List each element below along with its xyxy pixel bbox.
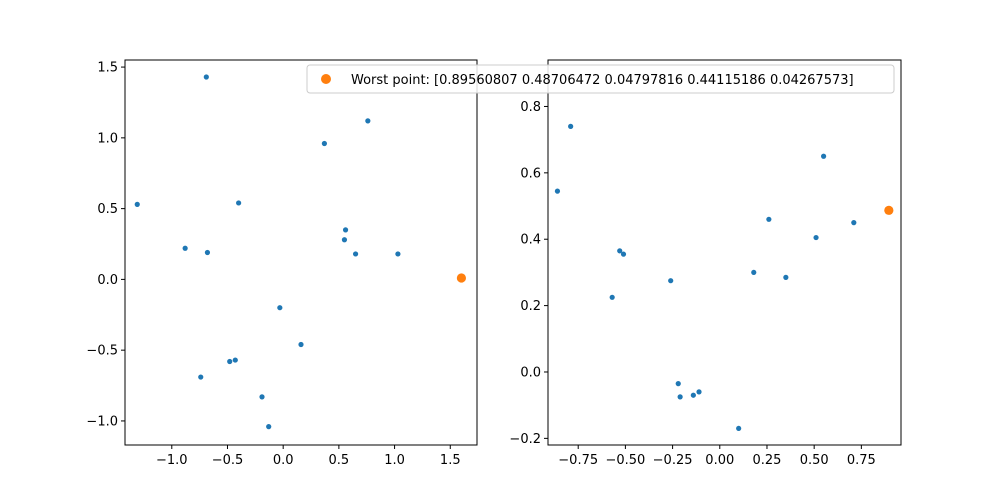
left-series-0-point-15: [198, 374, 204, 380]
left-series-0-point-14: [232, 357, 238, 363]
right-series-0-point-3: [617, 248, 623, 254]
left-series-0-point-7: [342, 227, 349, 233]
right-series-0-point-13: [783, 274, 789, 280]
right-series-1-point-0: [884, 205, 894, 215]
right-y-tick-label-5: 0.8: [520, 100, 541, 115]
left-series-0-point-5: [321, 140, 327, 147]
right-y-tick-label-2: 0.2: [520, 299, 541, 314]
legend-label: Worst point: [0.89560807 0.48706472 0.04…: [351, 73, 854, 88]
left-y-tick-label-3: 0.5: [97, 202, 118, 217]
left-plot-frame: [124, 59, 478, 446]
right-x-tick-label-5: 0.50: [800, 453, 829, 468]
right-x-tick-label-2: −0.25: [653, 453, 693, 468]
right-scatter-plot: −0.75 −0.50 −0.25 0.00 0.25 0.50 0.75 −0.2 0.0 0.…: [509, 59, 902, 468]
right-series-0-point-6: [675, 381, 681, 387]
left-y-tick-label-0: −1.0: [86, 414, 118, 429]
right-series-0-point-10: [736, 425, 742, 432]
right-series-0-point-16: [851, 220, 857, 226]
legend: Worst point: [0.89560807 0.48706472 0.04…: [306, 64, 895, 94]
left-series-0-point-10: [395, 251, 401, 257]
right-series-0-point-5: [668, 278, 674, 284]
right-series-0-point-12: [766, 216, 772, 222]
left-y-tick-label-1: −0.5: [86, 344, 118, 359]
left-y-tick-label-4: 1.0: [97, 131, 118, 146]
left-series-0-point-3: [204, 249, 211, 256]
right-series-0-point-2: [609, 294, 615, 300]
right-y-tick-label-3: 0.4: [520, 233, 541, 248]
left-x-tick-label-4: 1.0: [384, 453, 405, 468]
legend-marker: [321, 74, 331, 84]
left-x-tick-label-0: −1.0: [156, 453, 188, 468]
left-series-0-point-4: [236, 200, 242, 206]
right-plot-frame: [547, 59, 902, 446]
right-y-tick-label-0: −0.2: [509, 432, 541, 447]
left-series-0-point-13: [227, 358, 233, 365]
right-series-0-point-0: [554, 188, 561, 194]
left-series-1-point-0: [456, 273, 467, 283]
left-x-tick-label-2: 0.0: [273, 453, 294, 468]
left-y-tick-label-2: 0.0: [97, 273, 118, 288]
legend-box: [306, 64, 895, 94]
left-series-0-point-2: [182, 245, 188, 251]
left-series-0-point-1: [203, 74, 209, 80]
right-series-0-point-1: [568, 123, 574, 129]
left-series-0-point-6: [365, 118, 371, 124]
left-series-0-point-0: [134, 201, 140, 207]
left-series-0-point-8: [341, 237, 348, 243]
left-x-tick-label-3: 0.5: [329, 453, 350, 468]
left-y-tick-label-5: 1.5: [97, 61, 118, 76]
right-series-0-point-14: [813, 234, 819, 241]
right-series-0-point-8: [690, 392, 696, 398]
right-x-tick-label-4: 0.25: [752, 453, 781, 468]
right-series-0-point-4: [620, 251, 627, 257]
right-series-0-point-15: [821, 153, 827, 159]
left-scatter-plot: −1.0 −0.5 0.0 0.5 1.0 1.5 −1.0 −0.5 0.0 0.5 1.0 1.5: [86, 59, 478, 468]
right-x-tick-label-1: −0.50: [605, 453, 645, 468]
left-x-tick-label-5: 1.5: [440, 453, 461, 468]
left-series-0-point-16: [259, 394, 265, 400]
left-series-0-point-11: [277, 305, 283, 311]
right-series-0-point-11: [751, 269, 757, 276]
left-series-0-point-12: [298, 341, 304, 348]
right-x-tick-label-3: 0.00: [705, 453, 734, 468]
right-series-0-point-9: [696, 389, 702, 395]
left-series-0-point-9: [352, 251, 359, 257]
left-x-tick-label-1: −0.5: [212, 453, 244, 468]
right-y-tick-label-1: 0.0: [520, 365, 541, 380]
right-x-tick-label-6: 0.75: [847, 453, 876, 468]
right-y-tick-label-4: 0.6: [520, 166, 541, 181]
right-series-0-point-7: [677, 394, 683, 400]
right-x-tick-label-0: −0.75: [558, 453, 598, 468]
left-series-0-point-17: [266, 424, 272, 430]
